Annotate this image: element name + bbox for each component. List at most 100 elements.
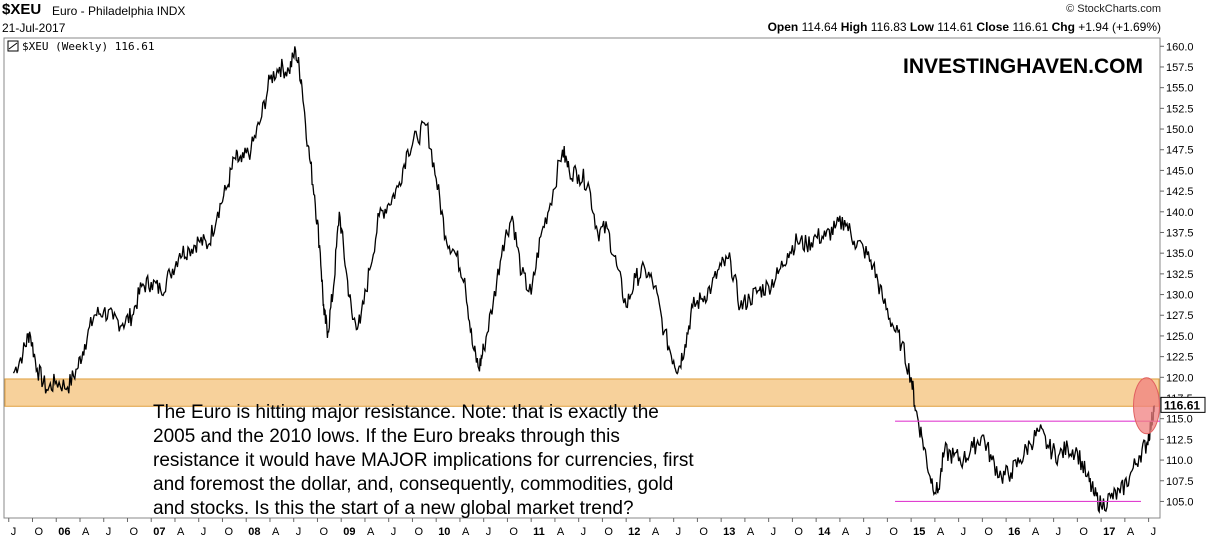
x-tick-label: A xyxy=(177,526,185,538)
price-line xyxy=(12,46,1155,515)
annotation-line: resistance it would have MAJOR implicati… xyxy=(153,450,694,471)
x-tick-label: O xyxy=(129,526,138,538)
high-label: High xyxy=(840,20,868,34)
x-tick-label: O xyxy=(984,526,993,538)
x-tick-label: O xyxy=(34,526,43,538)
x-tick-label: O xyxy=(794,526,803,538)
annotation-line: The Euro is hitting major resistance. No… xyxy=(153,402,659,423)
y-tick-label: 140.0 xyxy=(1166,207,1194,219)
y-tick-label: 157.5 xyxy=(1166,62,1194,74)
symbol-label: $XEU xyxy=(2,1,42,18)
open-value: 114.64 xyxy=(801,20,838,34)
watermark-text: INVESTINGHAVEN.COM xyxy=(903,55,1143,78)
x-tick-label: 12 xyxy=(628,526,640,538)
plot-frame xyxy=(3,37,1161,519)
stockcharts-credit[interactable]: © StockCharts.com xyxy=(1066,3,1161,15)
x-tick-label: 09 xyxy=(343,526,355,538)
x-tick-label: O xyxy=(604,526,613,538)
y-tick-label: 115.0 xyxy=(1166,414,1193,426)
y-tick-label: 127.5 xyxy=(1166,310,1194,322)
x-tick-label: J xyxy=(11,526,17,538)
x-tick-label: A xyxy=(462,526,470,538)
x-tick-label: O xyxy=(509,526,518,538)
x-tick-label: A xyxy=(1127,526,1135,538)
y-tick-label: 112.5 xyxy=(1166,434,1193,446)
close-label: Close xyxy=(976,20,1010,34)
x-tick-label: O xyxy=(1079,526,1088,538)
x-tick-label: A xyxy=(82,526,90,538)
y-tick-label: 110.0 xyxy=(1166,455,1193,467)
symbol-name: Euro - Philadelphia INDX xyxy=(52,4,186,18)
x-tick-label: 13 xyxy=(723,526,735,538)
x-tick-label: A xyxy=(652,526,660,538)
x-tick-label: J xyxy=(866,526,872,538)
y-tick-label: 105.0 xyxy=(1166,496,1194,508)
chart-date: 21-Jul-2017 xyxy=(2,21,66,35)
x-tick-label: J xyxy=(201,526,207,538)
close-value: 116.61 xyxy=(1012,20,1049,34)
y-tick-label: 125.0 xyxy=(1166,331,1194,343)
chg-label: Chg xyxy=(1051,20,1075,34)
ohlc-readout: Open 114.64 High 116.83 Low 114.61 Close… xyxy=(768,20,1161,34)
x-tick-label: A xyxy=(367,526,375,538)
y-tick-label: 135.0 xyxy=(1166,248,1194,260)
x-tick-label: 06 xyxy=(58,526,70,538)
y-tick-label: 155.0 xyxy=(1166,83,1194,95)
x-tick-label: J xyxy=(1151,526,1157,538)
x-tick-label: J xyxy=(961,526,967,538)
y-tick-label: 137.5 xyxy=(1166,227,1194,239)
y-tick-label: 120.0 xyxy=(1166,372,1194,384)
low-label: Low xyxy=(909,20,934,34)
x-tick-label: A xyxy=(557,526,565,538)
chart-header: $XEU Euro - Philadelphia INDX 21-Jul-201… xyxy=(0,0,1207,36)
x-tick-label: A xyxy=(272,526,280,538)
x-tick-label: J xyxy=(106,526,112,538)
breakout-highlight xyxy=(1133,377,1161,435)
x-tick-label: A xyxy=(747,526,755,538)
x-tick-label: J xyxy=(391,526,397,538)
x-tick-label: A xyxy=(1032,526,1040,538)
x-tick-label: 16 xyxy=(1008,526,1020,538)
x-tick-label: 10 xyxy=(438,526,450,538)
x-tick-label: 14 xyxy=(818,526,831,538)
x-tick-label: O xyxy=(319,526,328,538)
x-tick-label: J xyxy=(486,526,492,538)
chart-title: $XEU (Weekly) 116.61 xyxy=(22,40,154,53)
y-tick-label: 152.5 xyxy=(1166,103,1194,115)
annotation-line: and stocks. Is this the start of a new g… xyxy=(153,498,634,519)
x-tick-label: 07 xyxy=(153,526,165,538)
x-tick-label: A xyxy=(842,526,850,538)
y-tick-label: 150.0 xyxy=(1166,124,1194,136)
last-price-tag-box xyxy=(1160,396,1206,413)
y-tick-label: 145.0 xyxy=(1166,165,1194,177)
y-tick-label: 130.0 xyxy=(1166,290,1194,302)
y-tick-label: 132.5 xyxy=(1166,269,1194,281)
x-tick-label: 08 xyxy=(248,526,260,538)
x-tick-label: O xyxy=(224,526,233,538)
annotation-line: and foremost the dollar, and, consequent… xyxy=(153,474,673,495)
y-tick-label: 107.5 xyxy=(1166,476,1194,488)
x-tick-label: 15 xyxy=(913,526,925,538)
x-tick-label: 17 xyxy=(1103,526,1115,538)
x-tick-label: 11 xyxy=(533,526,545,538)
x-tick-label: O xyxy=(414,526,423,538)
annotation-line: 2005 and the 2010 lows. If the Euro brea… xyxy=(153,426,620,447)
x-tick-label: J xyxy=(296,526,302,538)
x-tick-label: O xyxy=(699,526,708,538)
y-tick-label: 147.5 xyxy=(1166,145,1194,157)
y-tick-label: 142.5 xyxy=(1166,186,1194,198)
chg-value: +1.94 (+1.69%) xyxy=(1078,20,1161,34)
low-value: 114.61 xyxy=(937,20,974,34)
x-tick-label: J xyxy=(1056,526,1062,538)
last-price-tag: 116.61 xyxy=(1164,398,1200,412)
x-tick-label: J xyxy=(676,526,682,538)
y-tick-label: 122.5 xyxy=(1166,352,1194,364)
y-tick-label: 160.0 xyxy=(1166,41,1194,53)
resistance-zone xyxy=(4,378,1160,407)
x-tick-label: A xyxy=(937,526,945,538)
x-tick-label: O xyxy=(889,526,898,538)
x-tick-label: J xyxy=(581,526,587,538)
x-tick-label: J xyxy=(771,526,777,538)
open-label: Open xyxy=(767,20,799,34)
legend-swatch-mark xyxy=(8,42,18,50)
